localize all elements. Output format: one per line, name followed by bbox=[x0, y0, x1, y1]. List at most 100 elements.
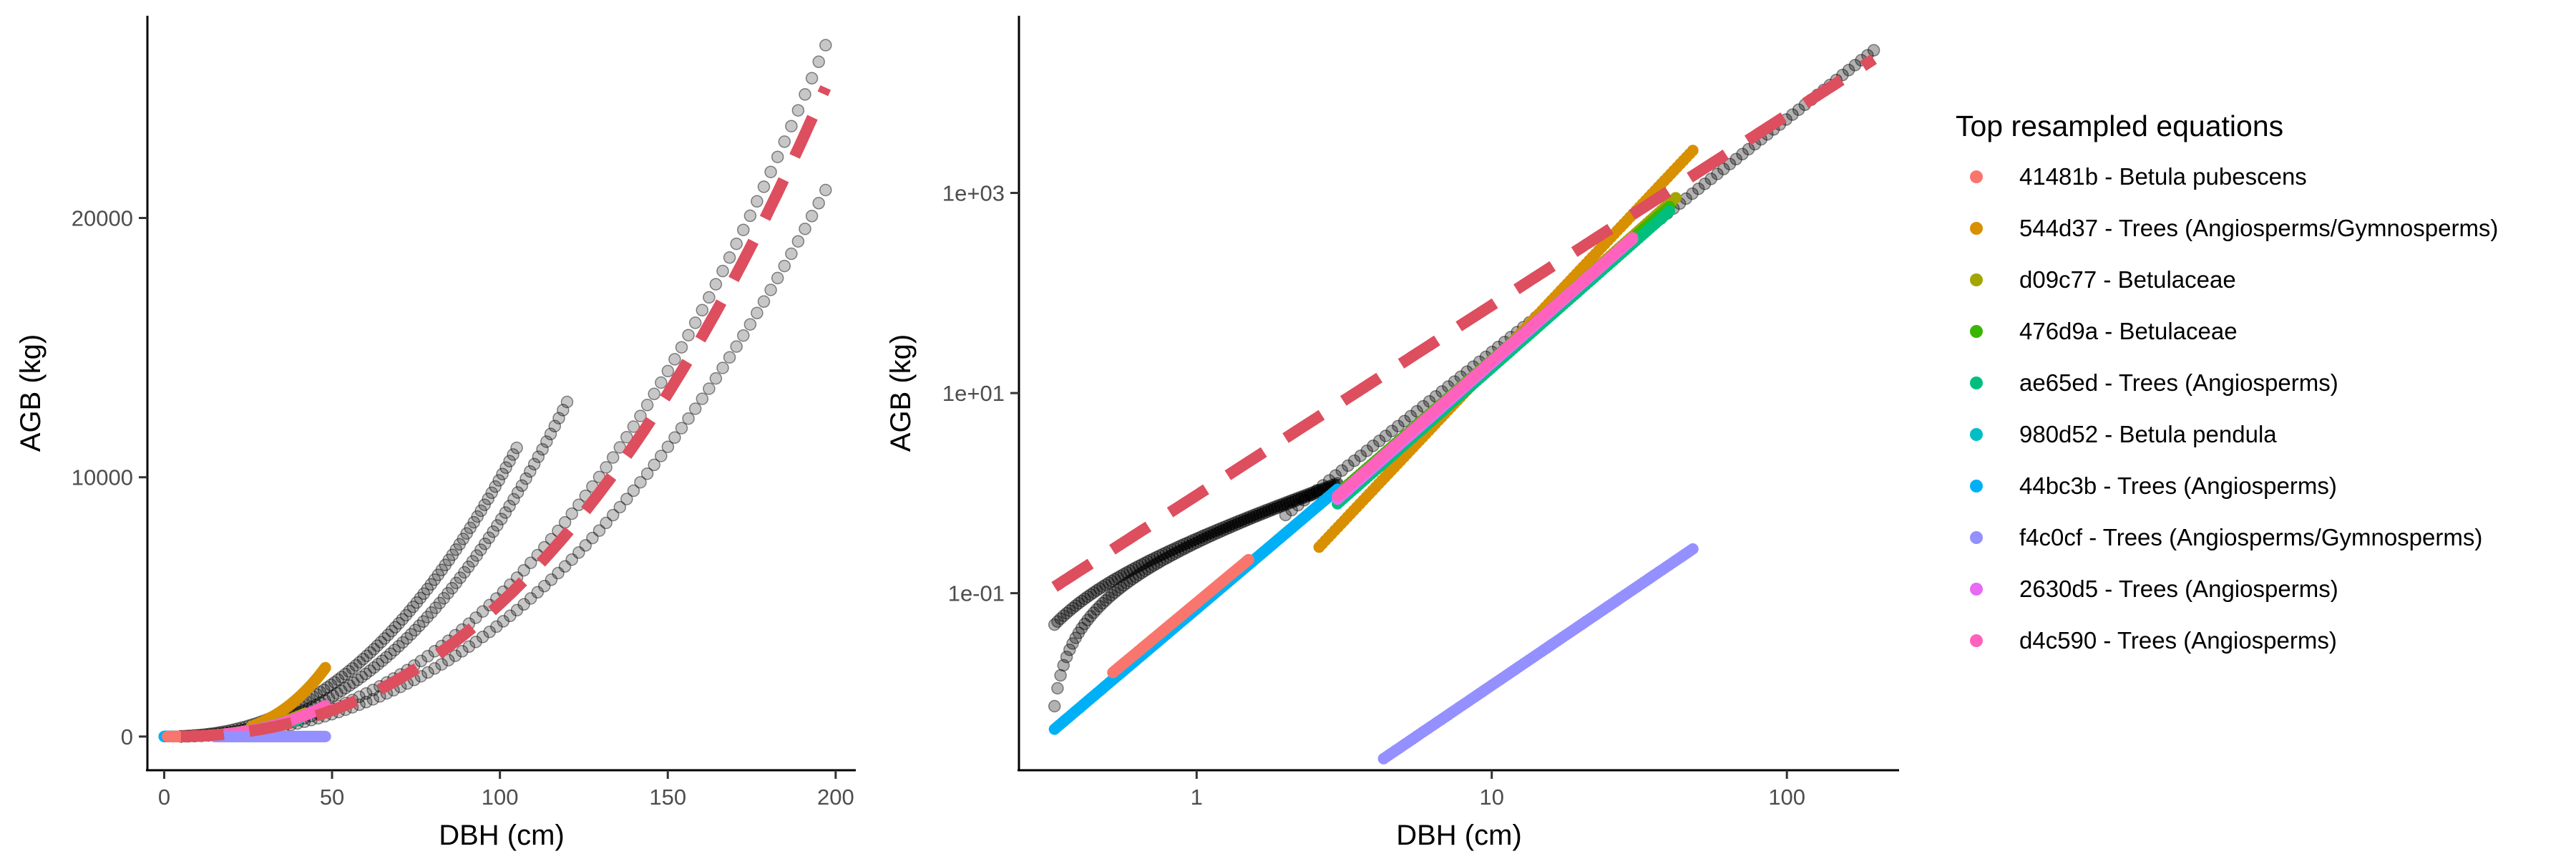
left-background-point bbox=[668, 431, 681, 445]
left-background-point bbox=[406, 600, 420, 613]
right-background-point bbox=[1279, 508, 1292, 522]
left-background-point bbox=[620, 492, 633, 505]
left-background-point bbox=[771, 150, 784, 163]
right-background-point bbox=[1216, 521, 1230, 534]
legend-key bbox=[1970, 273, 1983, 286]
left-background-point bbox=[328, 676, 341, 689]
right-background-point bbox=[1397, 414, 1411, 428]
right-background-point bbox=[1141, 563, 1154, 576]
right-background-point bbox=[1111, 583, 1124, 597]
right-x-tick-label: 10 bbox=[1480, 785, 1504, 810]
right-background-point bbox=[1244, 510, 1257, 523]
left-background-point bbox=[381, 629, 395, 641]
legend-label: 2630d5 - Trees (Angiosperms) bbox=[2019, 576, 2338, 602]
right-background-point bbox=[1108, 573, 1121, 586]
right-background-point bbox=[1111, 571, 1124, 584]
right-background-point bbox=[1742, 142, 1755, 156]
right-y-tick-label: 1e+01 bbox=[942, 381, 1005, 406]
right-background-point bbox=[1211, 523, 1224, 537]
legend: Top resampled equations 41481b - Betula … bbox=[1956, 110, 2498, 654]
left-y-tick-label: 20000 bbox=[72, 206, 133, 231]
left-background-point bbox=[540, 435, 553, 448]
right-background-point bbox=[1686, 187, 1699, 200]
right-background-point bbox=[1048, 618, 1061, 631]
left-background-point bbox=[435, 563, 449, 577]
left-background-point bbox=[703, 382, 716, 395]
legend-label: f4c0cf - Trees (Angiosperms/Gymnosperms) bbox=[2019, 524, 2482, 550]
right-background-point bbox=[1057, 609, 1070, 623]
right-background-point bbox=[1711, 168, 1724, 180]
left-background-point bbox=[606, 508, 620, 522]
right-background-point bbox=[1199, 532, 1211, 545]
left-background-point bbox=[310, 688, 323, 701]
left-background-point bbox=[396, 636, 409, 649]
left-y-tick-label: 0 bbox=[121, 724, 133, 749]
right-background-point bbox=[1087, 586, 1101, 599]
right-background-point bbox=[1252, 506, 1266, 520]
right-background-point bbox=[1084, 610, 1097, 623]
left-background-point bbox=[640, 399, 654, 412]
left-x-axis-title: DBH (cm) bbox=[439, 820, 565, 851]
left-background-point bbox=[388, 644, 401, 656]
right-background-point bbox=[1204, 529, 1218, 543]
right-background-point bbox=[1093, 582, 1106, 595]
left-background-point bbox=[819, 183, 832, 197]
right-background-point bbox=[1268, 500, 1281, 514]
right-background-point bbox=[1226, 520, 1239, 533]
left-background-point bbox=[510, 603, 524, 617]
legend-label: 44bc3b - Trees (Angiosperms) bbox=[2019, 472, 2337, 499]
left-background-point bbox=[655, 450, 668, 462]
right-background-point bbox=[1404, 409, 1418, 423]
left-background-point bbox=[696, 392, 709, 405]
right-background-point bbox=[1186, 538, 1199, 551]
right-background-point bbox=[1120, 566, 1133, 579]
right-background-point bbox=[1199, 528, 1211, 542]
right-background-point bbox=[1117, 568, 1131, 581]
right-background-point bbox=[1114, 569, 1128, 583]
right-background-point bbox=[1736, 147, 1749, 161]
right-background-point bbox=[1298, 489, 1311, 503]
left-background-point bbox=[485, 486, 498, 500]
right-background-point bbox=[1792, 103, 1805, 116]
right-background-point bbox=[1229, 518, 1241, 532]
right-background-point bbox=[1347, 454, 1361, 467]
left-background-point bbox=[414, 591, 427, 605]
right-background-point bbox=[1144, 553, 1158, 566]
left-background-point bbox=[483, 625, 496, 639]
right-background-point bbox=[1292, 493, 1305, 506]
legend-label: d09c77 - Betulaceae bbox=[2019, 266, 2236, 293]
left-y-axis-title: AGB (kg) bbox=[15, 334, 47, 452]
left-background-point bbox=[467, 515, 480, 529]
left-background-point bbox=[335, 684, 348, 697]
left-background-point bbox=[359, 667, 372, 681]
left-background-point bbox=[366, 684, 380, 697]
right-background-point bbox=[1184, 539, 1196, 553]
left-background-point bbox=[343, 679, 356, 692]
left-background-point bbox=[453, 538, 467, 551]
right-background-point bbox=[1262, 503, 1275, 516]
left-background-point bbox=[634, 475, 647, 489]
left-background-point bbox=[757, 295, 771, 309]
right-background-point bbox=[1279, 498, 1293, 511]
right-background-point bbox=[1279, 496, 1293, 509]
left-background-point bbox=[449, 649, 462, 662]
left-background-point bbox=[317, 683, 331, 697]
left-background-point bbox=[499, 461, 512, 475]
right-background-point bbox=[1114, 581, 1128, 594]
right-background-point bbox=[1310, 484, 1323, 497]
left-background-point bbox=[661, 364, 675, 378]
right-background-point bbox=[1304, 488, 1317, 502]
legend-item: 2630d5 - Trees (Angiosperms) bbox=[1970, 576, 2338, 602]
right-background-point bbox=[1342, 459, 1355, 472]
right-background-point bbox=[1129, 561, 1143, 574]
right-background-point bbox=[1268, 503, 1281, 515]
left-background-point bbox=[507, 492, 520, 506]
legend-item: 544d37 - Trees (Angiosperms/Gymnosperms) bbox=[1970, 215, 2498, 241]
right-background-point bbox=[1285, 503, 1298, 517]
left-background-point bbox=[449, 576, 463, 590]
right-background-point bbox=[1294, 492, 1308, 505]
right-ticks: 1 10 100 1e-01 1e+01 1e+03 bbox=[942, 181, 1805, 810]
right-background-point bbox=[1277, 497, 1290, 510]
left-background-point bbox=[441, 654, 455, 666]
left-background-point bbox=[661, 440, 675, 453]
